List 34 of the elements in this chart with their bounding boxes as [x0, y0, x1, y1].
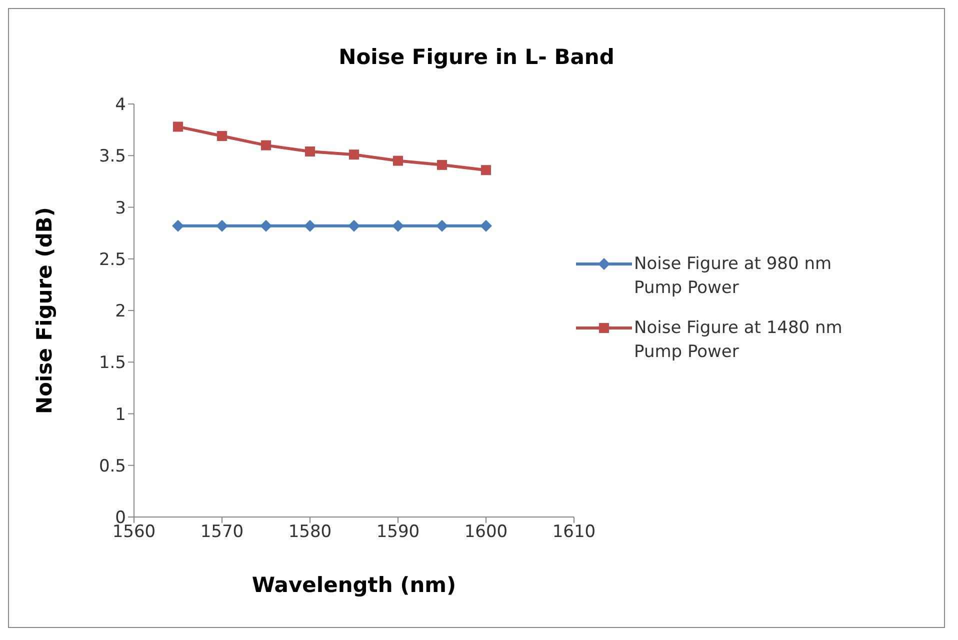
- x-axis-title: Wavelength (nm): [252, 573, 456, 597]
- point: [393, 156, 403, 166]
- legend-label: Noise Figure at 1480 nm Pump Power: [634, 317, 844, 364]
- y-axis-title: Noise Figure (dB): [32, 207, 56, 414]
- x-tick-label: 1580: [288, 522, 332, 542]
- y-tick-label: 2.5: [98, 250, 126, 270]
- y-tick-label: 4: [115, 95, 126, 116]
- point: [173, 122, 183, 132]
- x-tick-label: 1610: [552, 522, 596, 542]
- point: [436, 220, 448, 232]
- point: [260, 220, 272, 232]
- y-tick-label: 1: [115, 404, 126, 425]
- point: [437, 160, 447, 170]
- point: [305, 146, 315, 156]
- point: [216, 220, 228, 232]
- point: [261, 140, 271, 150]
- point: [349, 150, 359, 160]
- point: [481, 165, 491, 176]
- point: [348, 220, 360, 232]
- x-tick-label: 1600: [464, 522, 508, 542]
- point: [480, 220, 492, 232]
- point: [172, 220, 184, 232]
- point: [217, 131, 227, 142]
- y-tick-label: 3: [115, 198, 126, 218]
- y-tick-label: 2: [115, 302, 126, 322]
- legend-label: Noise Figure at 980 nm Pump Power: [634, 253, 833, 300]
- x-tick-label: 1590: [376, 522, 420, 542]
- point: [304, 220, 316, 232]
- y-tick-label: 3.5: [98, 146, 126, 167]
- point: [392, 220, 404, 232]
- x-tick-label: 1570: [200, 522, 244, 542]
- y-tick-label: 1.5: [98, 353, 126, 374]
- y-tick-label: 0.5: [98, 456, 126, 476]
- chart-title: Noise Figure in L- Band: [338, 45, 616, 69]
